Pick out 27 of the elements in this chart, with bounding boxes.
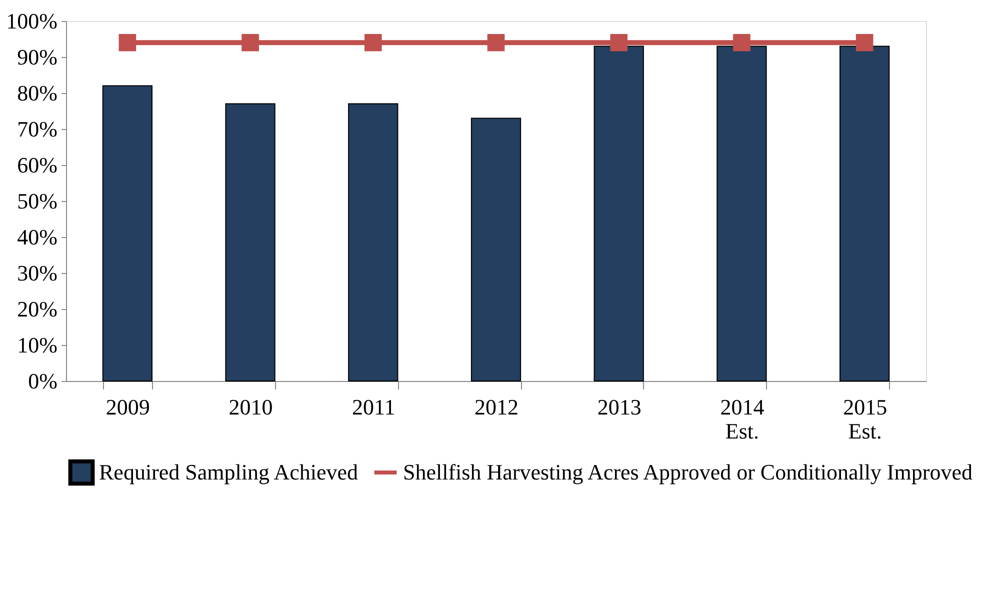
y-tick-label: 50% [17, 188, 58, 214]
y-tick-label: 60% [17, 152, 58, 178]
y-tick-label: 100% [6, 8, 58, 34]
x-tick-label: 2011 [352, 394, 396, 420]
bar [470, 118, 522, 382]
bar [840, 46, 890, 382]
x-tick-label: 2012 [474, 394, 518, 420]
bar [225, 103, 276, 382]
x-tick-label: 2015 Est. [843, 394, 888, 444]
y-tick-label: 80% [17, 80, 58, 106]
y-tick-label: 90% [17, 44, 58, 70]
y-tick-label: 20% [17, 296, 58, 322]
legend-label: Required Sampling Achieved [99, 460, 358, 484]
bar [348, 103, 398, 382]
x-tick-label: 2010 [228, 394, 273, 420]
x-tick-label: 2014 Est. [720, 394, 764, 444]
y-tick-label: 10% [17, 332, 58, 358]
bar [716, 46, 767, 382]
x-tick-label: 2013 [597, 394, 642, 420]
bar [102, 85, 152, 382]
y-tick-label: 30% [17, 260, 58, 286]
y-tick-label: 40% [17, 224, 58, 250]
y-tick-label: 0% [28, 368, 58, 394]
legend-label: Shellfish Harvesting Acres Approved or Conditionally Improved [403, 460, 972, 484]
y-tick-label: 70% [17, 116, 58, 142]
x-tick-label: 2009 [106, 394, 150, 420]
bar [594, 46, 644, 382]
